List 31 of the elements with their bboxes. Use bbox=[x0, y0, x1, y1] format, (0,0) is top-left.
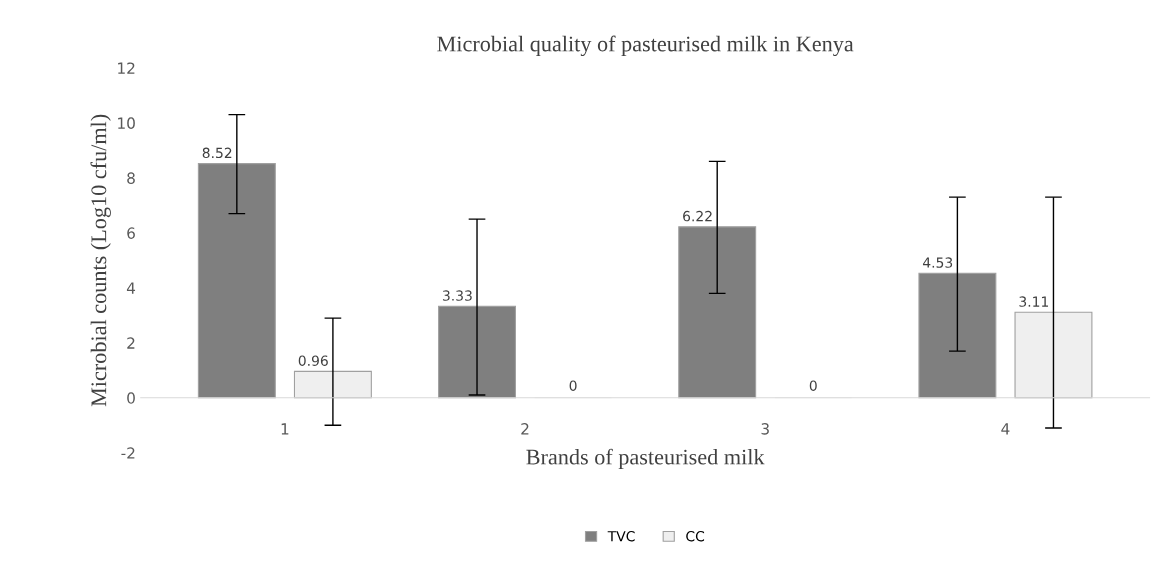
y-tick-label: 8 bbox=[127, 172, 135, 184]
data-label: 0 bbox=[809, 380, 817, 391]
y-tick-label: 10 bbox=[118, 117, 135, 129]
x-tick-label: 2 bbox=[521, 423, 529, 435]
chart-title: Microbial quality of pasteurised milk in Kenya bbox=[437, 35, 854, 57]
data-label: 6.22 bbox=[683, 210, 712, 222]
data-label: 0.96 bbox=[298, 355, 328, 366]
y-tick-label: 12 bbox=[118, 62, 135, 74]
y-tick-label: 6 bbox=[127, 227, 135, 239]
data-label: 0 bbox=[569, 380, 577, 391]
x-tick-label: 1 bbox=[281, 423, 289, 435]
bar bbox=[1014, 311, 1093, 399]
x-tick-label: 4 bbox=[1001, 423, 1010, 435]
y-tick-label: -2 bbox=[121, 447, 135, 459]
y-axis-title: Microbial counts (Log10 cfu/ml) bbox=[90, 114, 111, 407]
y-tick-label: 4 bbox=[126, 282, 136, 294]
x-axis-title: Brands of pasteurised milk bbox=[526, 448, 765, 470]
y-tick-label: 2 bbox=[127, 337, 135, 349]
bar bbox=[293, 370, 372, 399]
data-label: 8.52 bbox=[202, 147, 232, 159]
data-label: 3.11 bbox=[1019, 296, 1049, 307]
y-tick-label: 0 bbox=[127, 392, 135, 404]
data-label: 3.33 bbox=[442, 290, 472, 301]
bar bbox=[197, 163, 276, 399]
legend-label: TVC bbox=[607, 530, 635, 542]
bar bbox=[918, 272, 997, 399]
data-label: 4.53 bbox=[922, 257, 953, 268]
x-tick-label: 3 bbox=[761, 423, 769, 435]
legend-label: CC bbox=[686, 530, 705, 542]
bar bbox=[438, 305, 517, 399]
bar bbox=[678, 226, 757, 399]
